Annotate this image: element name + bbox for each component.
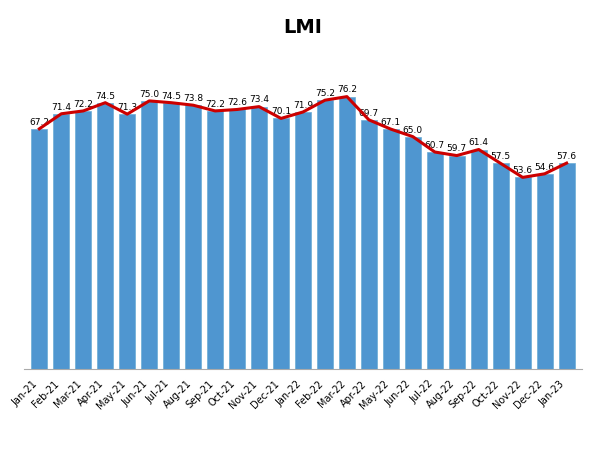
Text: 76.2: 76.2 — [337, 86, 357, 95]
Title: LMI: LMI — [284, 18, 322, 37]
Bar — [537, 174, 553, 369]
Text: 71.4: 71.4 — [52, 103, 71, 112]
Bar — [251, 106, 267, 369]
Bar — [317, 100, 333, 369]
Text: 75.0: 75.0 — [139, 90, 159, 99]
Bar — [76, 111, 91, 369]
Bar — [559, 163, 575, 369]
Text: 74.5: 74.5 — [95, 92, 115, 101]
Text: 72.2: 72.2 — [205, 100, 225, 109]
Text: 59.7: 59.7 — [447, 144, 467, 153]
Bar — [31, 129, 47, 369]
Bar — [427, 152, 443, 369]
Text: 71.9: 71.9 — [293, 101, 313, 110]
Bar — [142, 101, 157, 369]
Text: 57.6: 57.6 — [557, 152, 577, 161]
Text: 65.0: 65.0 — [403, 125, 423, 134]
Bar — [273, 118, 289, 369]
Bar — [383, 129, 399, 369]
Bar — [471, 149, 487, 369]
Bar — [119, 114, 135, 369]
Text: 70.1: 70.1 — [271, 107, 291, 116]
Text: 67.2: 67.2 — [29, 118, 49, 127]
Text: 67.1: 67.1 — [381, 118, 401, 127]
Bar — [185, 105, 201, 369]
Text: 69.7: 69.7 — [359, 109, 379, 118]
Bar — [361, 120, 377, 369]
Text: 75.2: 75.2 — [315, 89, 335, 98]
Bar — [339, 96, 355, 369]
Text: 71.3: 71.3 — [117, 103, 137, 112]
Bar — [449, 156, 464, 369]
Text: 74.5: 74.5 — [161, 92, 181, 101]
Bar — [207, 111, 223, 369]
Bar — [405, 137, 421, 369]
Text: 60.7: 60.7 — [425, 141, 445, 150]
Text: 73.4: 73.4 — [249, 96, 269, 105]
Bar — [295, 112, 311, 369]
Bar — [97, 103, 113, 369]
Bar — [53, 114, 69, 369]
Bar — [515, 177, 530, 369]
Text: 72.2: 72.2 — [73, 100, 93, 109]
Bar — [229, 109, 245, 369]
Bar — [163, 103, 179, 369]
Text: 73.8: 73.8 — [183, 94, 203, 103]
Bar — [493, 164, 509, 369]
Text: 72.6: 72.6 — [227, 98, 247, 107]
Text: 54.6: 54.6 — [535, 163, 554, 172]
Text: 57.5: 57.5 — [491, 152, 511, 161]
Text: 61.4: 61.4 — [469, 139, 489, 148]
Text: 53.6: 53.6 — [512, 166, 533, 175]
